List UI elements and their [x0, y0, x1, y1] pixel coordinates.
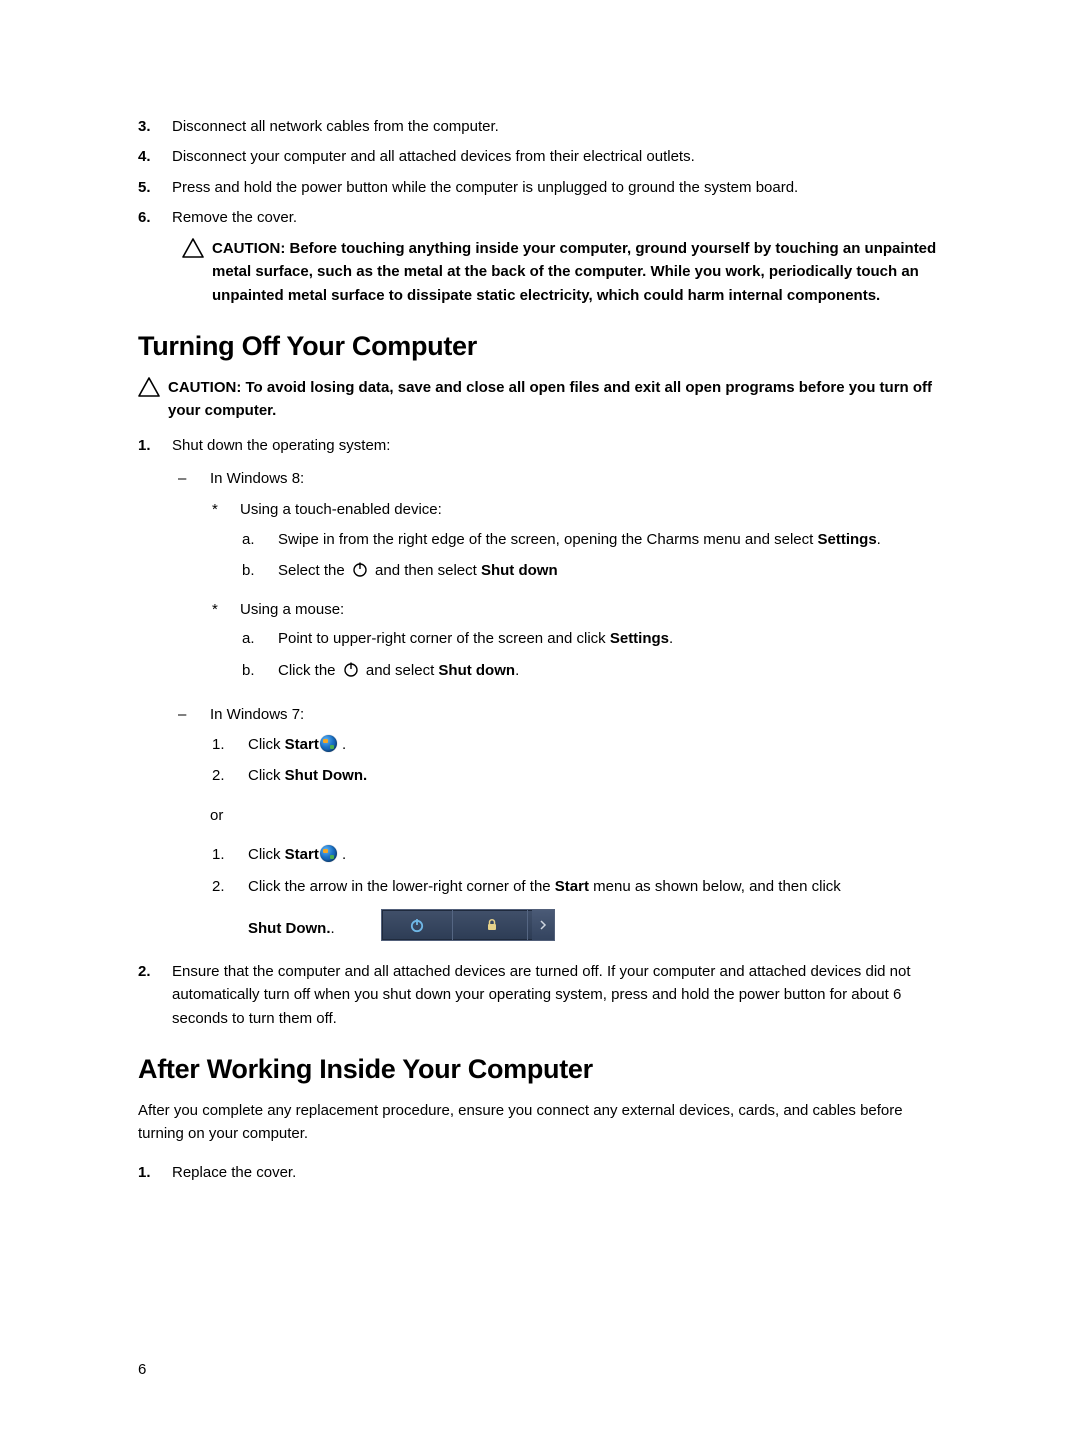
- caution-block: CAUTION: To avoid losing data, save and …: [138, 376, 950, 423]
- list-item: b.Select the and then select Shut down: [240, 558, 950, 587]
- list-body: Using a touch-enabled device: a.Swipe in…: [240, 497, 950, 593]
- os-list: – In Windows 8: * Using a touch-enabled …: [172, 466, 950, 948]
- list-item: 1.Click Start .: [210, 842, 950, 868]
- marker: 4.: [138, 145, 172, 168]
- list-text: Disconnect your computer and all attache…: [172, 145, 950, 168]
- or-separator: or: [210, 803, 950, 829]
- star-marker: *: [210, 597, 240, 693]
- marker: b.: [240, 558, 278, 587]
- list-text: Press and hold the power button while th…: [172, 176, 950, 199]
- after-steps: 1.Replace the cover.: [138, 1161, 950, 1184]
- shutdown-label: Shut Down.: [248, 916, 331, 942]
- list-body: In Windows 8: * Using a touch-enabled de…: [210, 466, 950, 697]
- list-item: a.Point to upper-right corner of the scr…: [240, 626, 950, 652]
- list-text: Using a mouse:: [240, 601, 344, 618]
- power-segment: [382, 910, 453, 940]
- list-text: In Windows 7:: [210, 706, 304, 723]
- list-item: – In Windows 7: 1.Click Start . 2.Click …: [172, 702, 950, 947]
- marker: 1.: [138, 1161, 172, 1184]
- shutdown-button-image: [381, 909, 555, 941]
- list-item: 2. Click the arrow in the lower-right co…: [210, 874, 950, 942]
- list-item: 5.Press and hold the power button while …: [138, 176, 950, 199]
- marker: 2.: [210, 763, 248, 789]
- list-item: a.Swipe in from the right edge of the sc…: [240, 527, 950, 553]
- marker: 2.: [210, 874, 248, 942]
- list-body: Shut down the operating system: – In Win…: [172, 434, 950, 953]
- start-orb-icon: [320, 735, 337, 752]
- marker: 1.: [138, 434, 172, 953]
- sub-steps: 1.Click Start . 2. Click the arrow in th…: [210, 842, 950, 941]
- caution-block: CAUTION: Before touching anything inside…: [182, 237, 950, 307]
- list-text: Remove the cover.: [172, 206, 950, 229]
- list-item: 2.Click Shut Down.: [210, 763, 950, 789]
- list-text: Disconnect all network cables from the c…: [172, 115, 950, 138]
- sub-steps: a.Point to upper-right corner of the scr…: [240, 626, 950, 686]
- shutdown-steps: 1. Shut down the operating system: – In …: [138, 434, 950, 1030]
- caution-text: CAUTION: To avoid losing data, save and …: [168, 376, 950, 423]
- list-body: Using a mouse: a.Point to upper-right co…: [240, 597, 950, 693]
- list-item: 4.Disconnect your computer and all attac…: [138, 145, 950, 168]
- star-marker: *: [210, 497, 240, 593]
- list-text: Swipe in from the right edge of the scre…: [278, 527, 950, 553]
- arrow-segment: [532, 910, 554, 940]
- caution-icon: [138, 377, 162, 404]
- list-item: 2. Ensure that the computer and all atta…: [138, 960, 950, 1030]
- list-text: Ensure that the computer and all attache…: [172, 960, 950, 1030]
- list-text: Replace the cover.: [172, 1161, 950, 1184]
- list-item: * Using a touch-enabled device: a.Swipe …: [210, 497, 950, 593]
- page-number: 6: [138, 1361, 146, 1378]
- list-text: Using a touch-enabled device:: [240, 501, 442, 518]
- pre-steps-list: 3.Disconnect all network cables from the…: [138, 115, 950, 229]
- power-icon: [351, 560, 369, 587]
- marker: a.: [240, 527, 278, 553]
- list-text: Point to upper-right corner of the scree…: [278, 626, 950, 652]
- start-orb-icon: [320, 845, 337, 862]
- sub-steps: 1.Click Start . 2.Click Shut Down.: [210, 732, 950, 789]
- caution-text: CAUTION: Before touching anything inside…: [212, 237, 950, 307]
- list-text: Click the and select Shut down.: [278, 658, 950, 687]
- marker: b.: [240, 658, 278, 687]
- list-item: 1. Shut down the operating system: – In …: [138, 434, 950, 953]
- marker: 1.: [210, 842, 248, 868]
- list-text: Click Start .: [248, 732, 950, 758]
- list-item: 3.Disconnect all network cables from the…: [138, 115, 950, 138]
- list-text: Select the and then select Shut down: [278, 558, 950, 587]
- list-item: * Using a mouse: a.Point to upper-right …: [210, 597, 950, 693]
- marker: a.: [240, 626, 278, 652]
- heading-after-working: After Working Inside Your Computer: [138, 1054, 950, 1085]
- marker: 5.: [138, 176, 172, 199]
- list-body: In Windows 7: 1.Click Start . 2.Click Sh…: [210, 702, 950, 947]
- marker: 6.: [138, 206, 172, 229]
- list-item: 6.Remove the cover.: [138, 206, 950, 229]
- caution-icon: [182, 238, 206, 265]
- list-item: 1.Replace the cover.: [138, 1161, 950, 1184]
- method-list: * Using a touch-enabled device: a.Swipe …: [210, 497, 950, 692]
- power-icon: [342, 660, 360, 687]
- marker: 3.: [138, 115, 172, 138]
- list-text: Click Shut Down.: [248, 763, 950, 789]
- heading-turning-off: Turning Off Your Computer: [138, 331, 950, 362]
- marker: 1.: [210, 732, 248, 758]
- list-text: In Windows 8:: [210, 470, 304, 487]
- after-intro: After you complete any replacement proce…: [138, 1099, 950, 1146]
- list-item: – In Windows 8: * Using a touch-enabled …: [172, 466, 950, 697]
- list-item: 1.Click Start .: [210, 732, 950, 758]
- document-page: 3.Disconnect all network cables from the…: [0, 0, 1080, 1434]
- sub-steps: a.Swipe in from the right edge of the sc…: [240, 527, 950, 587]
- list-text: Click the arrow in the lower-right corne…: [248, 874, 950, 942]
- list-text: Click Start .: [248, 842, 950, 868]
- lock-segment: [457, 910, 528, 940]
- dash-marker: –: [172, 466, 210, 697]
- marker: 2.: [138, 960, 172, 1030]
- list-text: Shut down the operating system:: [172, 437, 390, 454]
- list-item: b.Click the and select Shut down.: [240, 658, 950, 687]
- dash-marker: –: [172, 702, 210, 947]
